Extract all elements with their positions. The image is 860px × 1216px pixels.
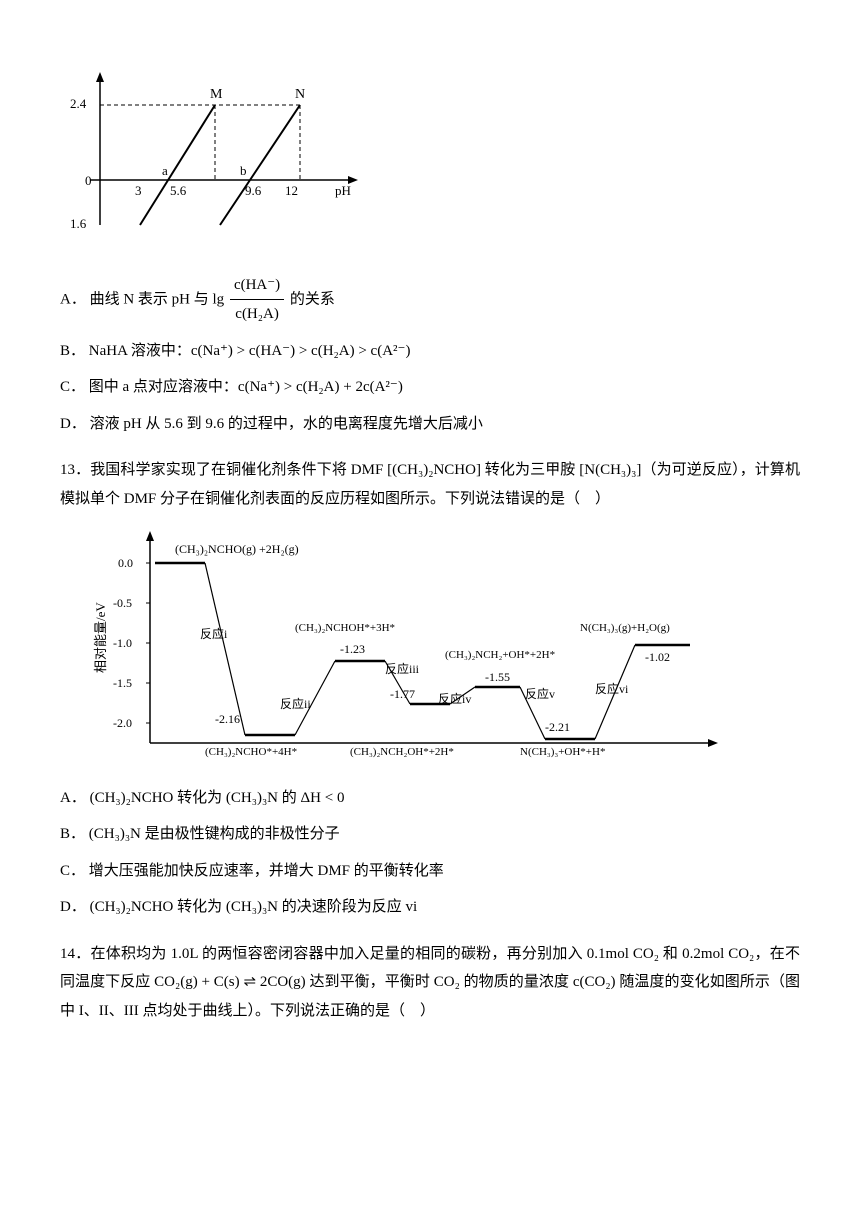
option-d: D． 溶液 pH 从 5.6 到 9.6 的过程中，水的电离程度先增大后减小 bbox=[60, 410, 800, 439]
svg-text:反应iii: 反应iii bbox=[385, 661, 420, 676]
q13-option-a: A． (CH₃)₂NCHO 转化为 (CH₃)₃N 的 ΔH < 0 bbox=[60, 784, 800, 813]
svg-text:-1.0: -1.0 bbox=[113, 636, 132, 650]
svg-text:-2.0: -2.0 bbox=[113, 716, 132, 730]
svg-text:N(CH₃)₃+OH*+H*: N(CH₃)₃+OH*+H* bbox=[520, 746, 605, 758]
option-a: A． 曲线 N 表示 pH 与 lg c(HA⁻) c(H₂A) 的关系 bbox=[60, 271, 800, 329]
svg-text:3: 3 bbox=[135, 183, 142, 198]
q13-option-c: C． 增大压强能加快反应速率，并增大 DMF 的平衡转化率 bbox=[60, 857, 800, 886]
svg-text:-2.16: -2.16 bbox=[215, 712, 240, 726]
q14-text: 14．在体积均为 1.0L 的两恒容密闭容器中加入足量的相同的碳粉，再分别加入 … bbox=[60, 946, 800, 1019]
svg-text:-0.5: -0.5 bbox=[113, 596, 132, 610]
text: NaHA 溶液中：c(Na⁺) > c(HA⁻) > c(H₂A) > c(A²… bbox=[89, 343, 411, 359]
option-c: C． 图中 a 点对应溶液中：c(Na⁺) > c(H₂A) + 2c(A²⁻) bbox=[60, 373, 800, 402]
text: 图中 a 点对应溶液中：c(Na⁺) > c(H₂A) + 2c(A²⁻) bbox=[89, 379, 403, 395]
svg-text:(CH₃)₂NCHOH*+3H*: (CH₃)₂NCHOH*+3H* bbox=[295, 622, 395, 634]
svg-text:反应ii: 反应ii bbox=[280, 696, 311, 711]
label: D． bbox=[60, 416, 86, 432]
svg-text:N(CH₃)₃(g)+H₂O(g): N(CH₃)₃(g)+H₂O(g) bbox=[580, 622, 670, 634]
svg-text:-2.21: -2.21 bbox=[545, 720, 570, 734]
option-b: B． NaHA 溶液中：c(Na⁺) > c(HA⁻) > c(H₂A) > c… bbox=[60, 337, 800, 366]
denominator: c(H₂A) bbox=[230, 300, 284, 329]
svg-text:(CH₃)₂NCHO(g) +2H₂(g): (CH₃)₂NCHO(g) +2H₂(g) bbox=[175, 542, 299, 556]
q13-option-b: B． (CH₃)₃N 是由极性键构成的非极性分子 bbox=[60, 820, 800, 849]
q13-option-d: D． (CH₃)₂NCHO 转化为 (CH₃)₃N 的决速阶段为反应 vi bbox=[60, 893, 800, 922]
svg-text:-1.5: -1.5 bbox=[113, 676, 132, 690]
svg-text:反应vi: 反应vi bbox=[595, 681, 629, 696]
label: A． bbox=[60, 291, 86, 307]
svg-text:-1.23: -1.23 bbox=[340, 642, 365, 656]
text: (CH₃)₃N 是由极性键构成的非极性分子 bbox=[89, 826, 340, 842]
text-post: 的关系 bbox=[290, 291, 335, 307]
fraction: c(HA⁻) c(H₂A) bbox=[230, 271, 284, 329]
svg-text:12: 12 bbox=[285, 183, 298, 198]
svg-text:N: N bbox=[295, 87, 305, 102]
label: B． bbox=[60, 826, 85, 842]
svg-text:M: M bbox=[210, 87, 223, 102]
question-13: 13．我国科学家实现了在铜催化剂条件下将 DMF [(CH₃)₂NCHO] 转化… bbox=[60, 456, 800, 513]
text-pre: 曲线 N 表示 pH 与 lg bbox=[90, 291, 225, 307]
numerator: c(HA⁻) bbox=[230, 271, 284, 301]
svg-text:5.6: 5.6 bbox=[170, 183, 187, 198]
label: D． bbox=[60, 899, 86, 915]
svg-text:2.4: 2.4 bbox=[70, 96, 87, 111]
svg-text:反应v: 反应v bbox=[525, 686, 555, 701]
svg-text:(CH₃)₂NCH₂+OH*+2H*: (CH₃)₂NCH₂+OH*+2H* bbox=[445, 649, 555, 661]
label: C． bbox=[60, 379, 85, 395]
svg-text:相对能量/eV: 相对能量/eV bbox=[93, 602, 108, 673]
text: 增大压强能加快反应速率，并增大 DMF 的平衡转化率 bbox=[89, 863, 444, 879]
svg-text:0.0: 0.0 bbox=[118, 556, 133, 570]
label: C． bbox=[60, 863, 85, 879]
svg-text:1.6: 1.6 bbox=[70, 216, 87, 231]
svg-text:b: b bbox=[240, 163, 247, 178]
svg-text:a: a bbox=[162, 163, 168, 178]
svg-text:-1.77: -1.77 bbox=[390, 687, 415, 701]
label: A． bbox=[60, 790, 86, 806]
energy-diagram: 相对能量/eV 0.0 -0.5 -1.0 -1.5 -2.0 (CH₃)₂NC… bbox=[90, 523, 800, 769]
chart-ph-log: 2.4 0 1.6 3 5.6 9.6 12 pH M N a b bbox=[60, 60, 800, 251]
q13-text: 13．我国科学家实现了在铜催化剂条件下将 DMF [(CH₃)₂NCHO] 转化… bbox=[60, 462, 800, 507]
question-14: 14．在体积均为 1.0L 的两恒容密闭容器中加入足量的相同的碳粉，再分别加入 … bbox=[60, 940, 800, 1026]
svg-text:-1.02: -1.02 bbox=[645, 650, 670, 664]
svg-text:(CH₃)₂NCHO*+4H*: (CH₃)₂NCHO*+4H* bbox=[205, 746, 297, 758]
svg-text:反应iv: 反应iv bbox=[438, 691, 471, 706]
svg-text:反应i: 反应i bbox=[200, 626, 228, 641]
text: (CH₃)₂NCHO 转化为 (CH₃)₃N 的 ΔH < 0 bbox=[90, 790, 345, 806]
text: 溶液 pH 从 5.6 到 9.6 的过程中，水的电离程度先增大后减小 bbox=[90, 416, 483, 432]
svg-text:-1.55: -1.55 bbox=[485, 670, 510, 684]
label: B． bbox=[60, 343, 85, 359]
svg-text:(CH₃)₂NCH₂OH*+2H*: (CH₃)₂NCH₂OH*+2H* bbox=[350, 746, 454, 758]
svg-text:pH: pH bbox=[335, 183, 351, 198]
text: (CH₃)₂NCHO 转化为 (CH₃)₃N 的决速阶段为反应 vi bbox=[90, 899, 418, 915]
svg-text:0: 0 bbox=[85, 173, 92, 188]
